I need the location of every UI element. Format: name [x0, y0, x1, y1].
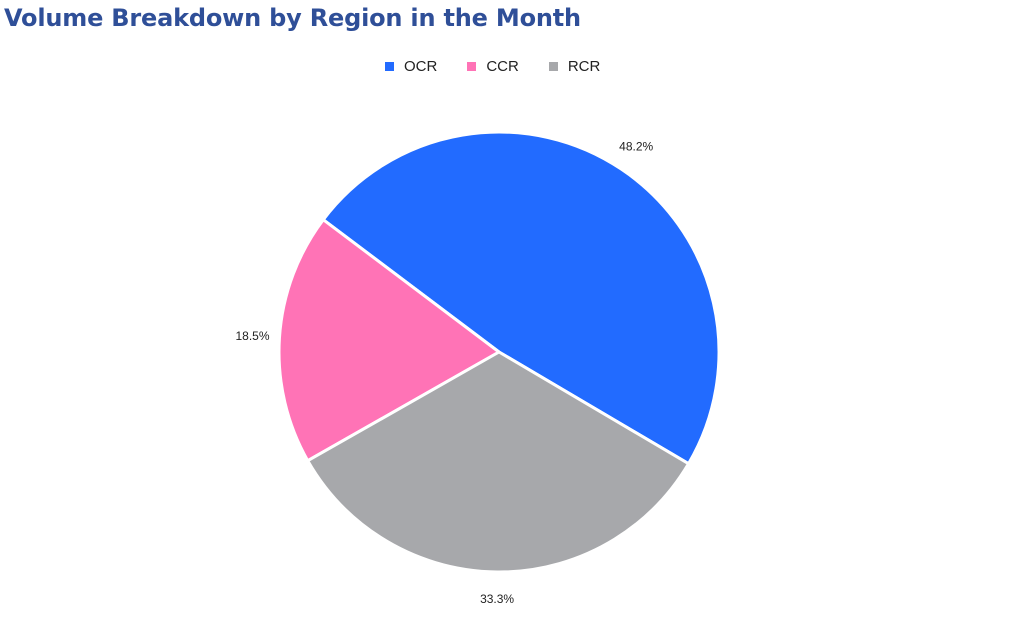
legend-label-rcr: RCR	[567, 58, 601, 75]
legend-item-ocr[interactable]: OCR	[385, 58, 437, 75]
slice-label-rcr: 33.3%	[480, 592, 514, 606]
pie-slice-ocr[interactable]	[321, 130, 721, 466]
pie-slice-ccr[interactable]	[277, 218, 501, 463]
legend-swatch-rcr	[548, 62, 558, 71]
legend-swatch-ocr	[385, 62, 394, 71]
slice-label-ccr: 18.5%	[235, 329, 269, 343]
legend-item-ccr[interactable]: CCR	[467, 58, 519, 75]
legend-label-ocr: OCR	[404, 58, 438, 75]
legend-swatch-ccr	[467, 62, 477, 71]
chart-legend: OCR CCR RCR	[385, 58, 600, 75]
chart-title: Volume Breakdown by Region in the Month	[4, 4, 581, 32]
legend-item-rcr[interactable]: RCR	[548, 58, 601, 75]
legend-label-ccr: CCR	[486, 58, 519, 75]
pie-slice-rcr[interactable]	[306, 350, 691, 574]
slice-label-ocr: 48.2%	[619, 140, 653, 154]
